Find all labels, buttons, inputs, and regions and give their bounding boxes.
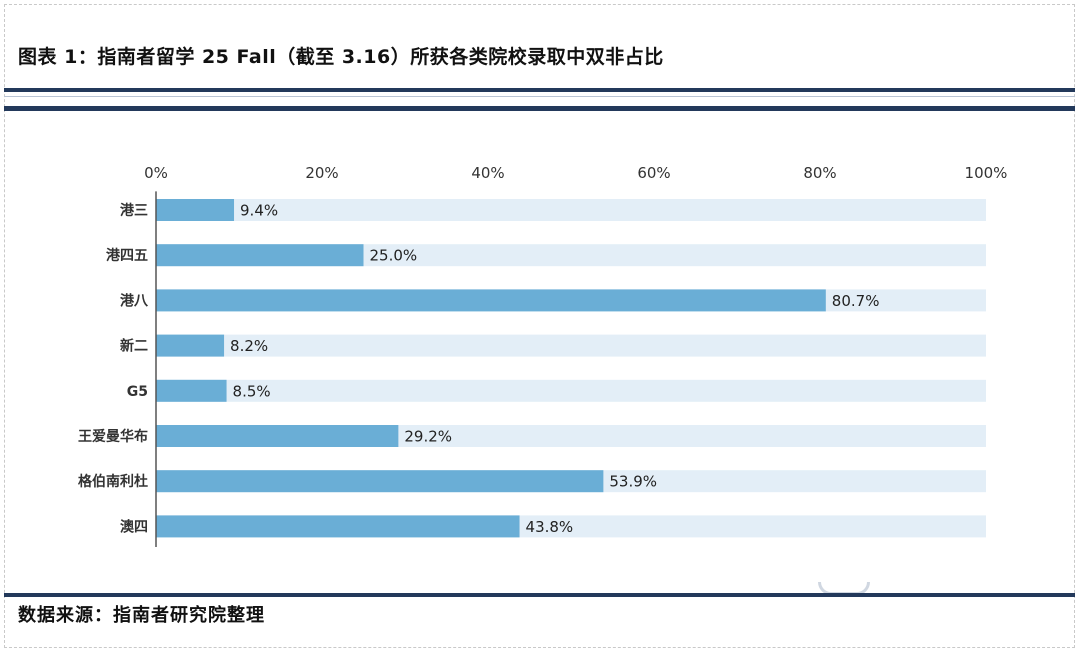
- title-divider-thin: [4, 96, 1075, 97]
- x-tick-label: 20%: [305, 164, 338, 182]
- data-label: 80.7%: [832, 292, 880, 310]
- bar: [156, 334, 225, 357]
- category-label: 王爱曼华布: [78, 428, 148, 445]
- bar-track: [156, 334, 986, 357]
- chart-bottom-rule: [4, 593, 1075, 597]
- x-tick-label: 100%: [965, 164, 1008, 182]
- chart-top-rule: [4, 106, 1075, 111]
- bar: [156, 515, 520, 538]
- data-label: 43.8%: [526, 518, 574, 536]
- category-label: 港四五: [106, 247, 148, 264]
- bar: [156, 244, 364, 267]
- bar: [156, 379, 227, 402]
- bar: [156, 470, 604, 493]
- bar-track: [156, 199, 986, 221]
- figure-frame: [4, 4, 1075, 648]
- category-label: 新二: [120, 338, 148, 355]
- data-label: 9.4%: [240, 202, 278, 220]
- source-note: 数据来源：指南者研究院整理: [18, 605, 265, 626]
- bar: [156, 289, 826, 312]
- bar: [156, 425, 399, 447]
- x-tick-label: 80%: [803, 164, 836, 182]
- category-label: G5: [127, 384, 148, 400]
- data-label: 8.5%: [233, 382, 271, 400]
- data-label: 8.2%: [230, 337, 268, 355]
- figure-title: 图表 1：指南者留学 25 Fall（截至 3.16）所获各类院校录取中双非占比: [18, 46, 664, 68]
- data-label: 53.9%: [609, 473, 657, 491]
- x-tick-label: 60%: [637, 164, 670, 182]
- category-label: 港三: [120, 202, 148, 219]
- x-tick-label: 40%: [471, 164, 504, 182]
- bar-track: [156, 379, 986, 402]
- x-tick-label: 0%: [144, 164, 168, 182]
- category-label: 格伯南利杜: [78, 473, 148, 490]
- title-divider: [4, 88, 1075, 92]
- category-label: 港八: [120, 292, 149, 309]
- data-label: 29.2%: [404, 428, 452, 446]
- data-label: 25.0%: [370, 247, 418, 265]
- category-label: 澳四: [120, 518, 148, 535]
- bar: [156, 199, 235, 221]
